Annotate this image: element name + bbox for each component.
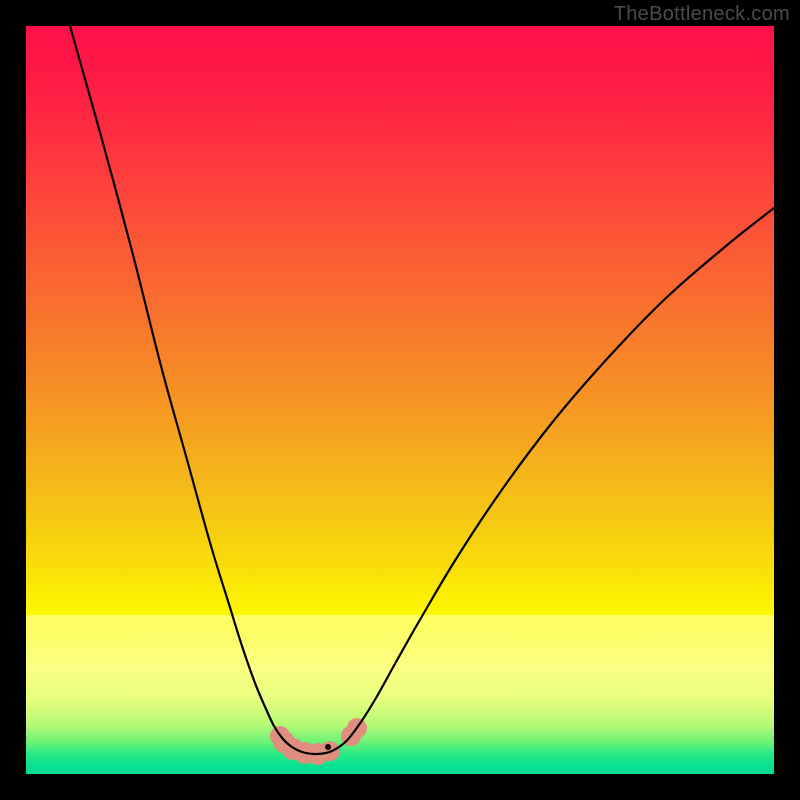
plot-area <box>26 26 774 774</box>
bottleneck-curve <box>26 26 774 774</box>
watermark-text: TheBottleneck.com <box>614 3 790 26</box>
